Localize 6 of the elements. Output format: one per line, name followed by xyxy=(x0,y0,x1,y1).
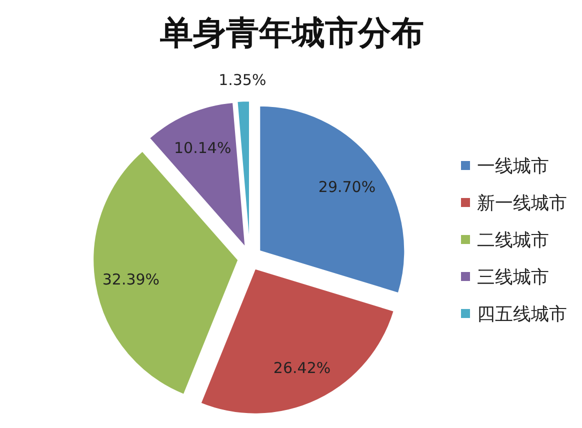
title: 单身青年城市分布 xyxy=(160,16,424,52)
legend-label: 一线城市 xyxy=(477,156,549,177)
legend-label: 四五线城市 xyxy=(477,304,567,325)
legend-label: 二线城市 xyxy=(477,230,549,251)
legend-label: 三线城市 xyxy=(477,267,549,288)
legend-label: 新一线城市 xyxy=(477,193,567,214)
